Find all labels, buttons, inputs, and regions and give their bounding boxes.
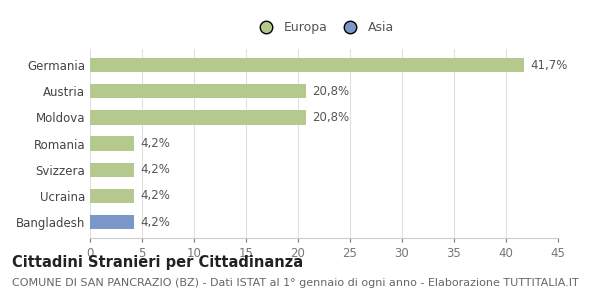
Text: 4,2%: 4,2% xyxy=(140,189,170,202)
Text: COMUNE DI SAN PANCRAZIO (BZ) - Dati ISTAT al 1° gennaio di ogni anno - Elaborazi: COMUNE DI SAN PANCRAZIO (BZ) - Dati ISTA… xyxy=(12,278,579,288)
Text: Cittadini Stranieri per Cittadinanza: Cittadini Stranieri per Cittadinanza xyxy=(12,255,303,270)
Text: 4,2%: 4,2% xyxy=(140,163,170,176)
Text: 4,2%: 4,2% xyxy=(140,215,170,229)
Legend: Europa, Asia: Europa, Asia xyxy=(249,16,399,39)
Bar xyxy=(90,136,134,151)
Text: 20,8%: 20,8% xyxy=(313,111,350,124)
Text: 41,7%: 41,7% xyxy=(530,59,567,72)
Bar xyxy=(90,84,307,98)
Bar xyxy=(90,215,134,229)
Bar xyxy=(90,162,134,177)
Text: 4,2%: 4,2% xyxy=(140,137,170,150)
Text: 20,8%: 20,8% xyxy=(313,85,350,98)
Bar xyxy=(90,110,307,125)
Bar xyxy=(90,189,134,203)
Bar xyxy=(90,58,524,72)
